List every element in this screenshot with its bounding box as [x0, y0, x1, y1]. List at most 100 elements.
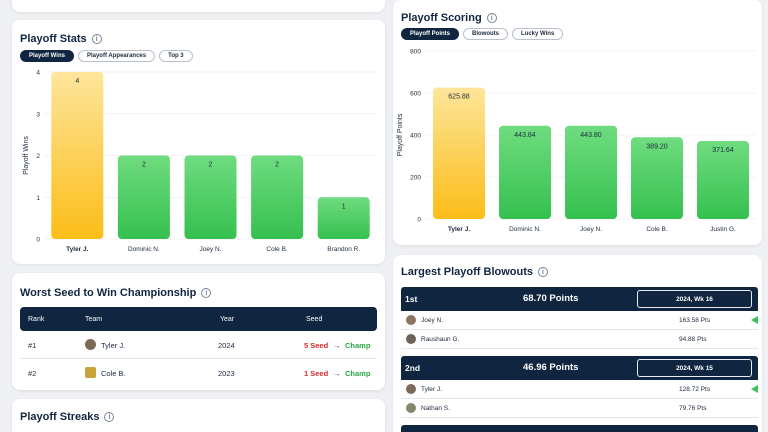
bar-value-label: 2	[209, 162, 213, 169]
worst-seed-table: Rank Team Year Seed #1 Tyler J. 2024 5 S…	[20, 307, 377, 387]
blowout-margin: 68.70 Points	[523, 293, 579, 304]
y-axis-label: Playoff Wins	[23, 136, 30, 175]
avatar	[406, 315, 416, 325]
avatar	[85, 367, 96, 378]
info-icon[interactable]: i	[91, 34, 102, 44]
playoff-scoring-tabs: Playoff Points Blowouts Lucky Wins	[401, 28, 564, 40]
row-year: 2024	[218, 341, 235, 350]
y-tick-label: 1	[36, 195, 40, 202]
team-score: 163.58 Pts	[679, 317, 711, 324]
avatar	[85, 339, 96, 350]
bar-value-label: 443.84	[514, 132, 536, 139]
team-score: 128.72 Pts	[679, 386, 711, 393]
tab-playoff-points[interactable]: Playoff Points	[401, 28, 460, 40]
tab-top-3[interactable]: Top 3	[159, 50, 193, 62]
bar-cole-b[interactable]	[251, 155, 304, 240]
playoff-stats-title: Playoff Stats i	[20, 33, 102, 45]
team-name: Tyler J.	[421, 386, 442, 393]
blowout-header: 1st 68.70 Points 2024, Wk 16	[401, 287, 758, 311]
x-tick-label: Justin G.	[710, 226, 736, 233]
arrow-icon: →	[333, 369, 341, 378]
row-team: Cole B.	[101, 369, 126, 378]
row-result: Champ	[345, 369, 371, 378]
bar-value-label: 2	[275, 162, 279, 169]
tab-blowouts[interactable]: Blowouts	[463, 28, 509, 40]
x-tick-label: Dominic N.	[128, 246, 160, 253]
x-tick-label: Brandon R.	[327, 246, 360, 253]
y-axis-label: Playoff Points	[397, 113, 404, 156]
header-team: Team	[85, 315, 103, 323]
playoff-scoring-card: Playoff Scoring i Playoff Points Blowout…	[393, 0, 762, 245]
bar-dominic-n[interactable]	[499, 125, 551, 219]
row-year: 2023	[218, 369, 235, 378]
x-tick-label: Cole B.	[266, 246, 288, 253]
bar-tyler-j[interactable]	[51, 72, 104, 239]
blowout-header: 2nd 46.96 Points 2024, Wk 15	[401, 356, 758, 380]
y-tick-label: 3	[36, 111, 40, 118]
tab-playoff-wins[interactable]: Playoff Wins	[20, 50, 74, 62]
bar-joey-n[interactable]	[565, 125, 617, 219]
playoff-streaks-title-text: Playoff Streaks	[20, 411, 100, 423]
playoff-scoring-title: Playoff Scoring i	[401, 12, 497, 24]
avatar	[406, 403, 416, 413]
blowout-entry-2: 2nd 46.96 Points 2024, Wk 15 Tyler J. 12…	[401, 356, 758, 418]
team-name: Joey N.	[421, 317, 444, 324]
avatar	[406, 334, 416, 344]
bar-joey-n[interactable]	[184, 155, 237, 240]
tab-lucky-wins[interactable]: Lucky Wins	[512, 28, 564, 40]
worst-seed-card: Worst Seed to Win Championship i	[12, 273, 385, 390]
bar-cole-b[interactable]	[631, 137, 683, 219]
team-score: 79.76 Pts	[679, 405, 707, 412]
row-result: Champ	[345, 341, 371, 350]
y-tick-label: 2	[36, 153, 40, 160]
playoff-stats-title-text: Playoff Stats	[20, 33, 87, 45]
x-tick-label: Cole B.	[646, 226, 668, 233]
bar-brandon-r[interactable]	[317, 197, 370, 239]
x-tick-label: Joey N.	[199, 246, 221, 253]
team-score: 94.88 Pts	[679, 336, 707, 343]
bar-value-label: 389.20	[646, 143, 668, 150]
playoff-streaks-card: Playoff Streaks i	[12, 399, 385, 432]
x-tick-label: Dominic N.	[509, 226, 541, 233]
blowout-rank: 1st	[405, 294, 418, 304]
tab-playoff-appearances[interactable]: Playoff Appearances	[77, 50, 156, 62]
info-icon[interactable]: i	[538, 267, 549, 277]
bar-justin-g[interactable]	[697, 140, 749, 219]
table-row: #2 Cole B. 2023 1 Seed → Champ	[20, 359, 377, 387]
x-tick-label: Joey N.	[580, 226, 602, 233]
team-name: Raushaun G.	[421, 336, 460, 343]
bar-value-label: 4	[75, 78, 79, 85]
info-icon[interactable]: i	[486, 13, 497, 23]
header-rank: Rank	[28, 315, 45, 323]
header-year: Year	[220, 315, 235, 323]
team-name: Nathan S.	[421, 405, 450, 412]
list-item: Nathan S. 79.76 Pts	[401, 399, 758, 418]
blowout-margin: 46.96 Points	[523, 362, 579, 373]
blowout-entry-1: 1st 68.70 Points 2024, Wk 16 Joey N. 163…	[401, 287, 758, 349]
y-tick-label: 600	[410, 91, 421, 98]
table-row: #1 Tyler J. 2024 5 Seed → Champ	[20, 331, 377, 359]
x-tick-label: Tyler J.	[66, 246, 88, 253]
info-icon[interactable]: i	[104, 412, 115, 422]
playoff-streaks-title: Playoff Streaks i	[20, 411, 115, 423]
list-item: Raushaun G. 94.88 Pts	[401, 330, 758, 349]
x-tick-label: Tyler J.	[448, 226, 470, 233]
row-rank: #1	[28, 341, 37, 350]
header-seed: Seed	[306, 315, 323, 323]
bar-dominic-n[interactable]	[117, 155, 170, 240]
blowout-entry-3-partial	[401, 425, 758, 432]
playoff-wins-chart: 0 1 2 3 4 Playoff Wins 4 Tyler J. 2 Dominic N. 2 Jo…	[23, 70, 377, 253]
list-item: Tyler J. 128.72 Pts	[401, 380, 758, 399]
info-icon[interactable]: i	[201, 288, 212, 298]
playoff-stats-tabs: Playoff Wins Playoff Appearances Top 3	[20, 50, 193, 62]
row-team: Tyler J.	[101, 341, 126, 350]
row-seed: 5 Seed	[304, 341, 329, 350]
blowout-week-badge[interactable]: 2024, Wk 16	[637, 290, 752, 308]
list-item: Joey N. 163.58 Pts	[401, 311, 758, 330]
largest-blowouts-title-text: Largest Playoff Blowouts	[401, 266, 534, 278]
blowout-week-badge[interactable]: 2024, Wk 15	[637, 359, 752, 377]
bar-value-label: 1	[342, 203, 346, 210]
bar-tyler-j[interactable]	[433, 87, 485, 219]
row-seed: 1 Seed	[304, 369, 329, 378]
y-tick-label: 800	[410, 49, 421, 56]
